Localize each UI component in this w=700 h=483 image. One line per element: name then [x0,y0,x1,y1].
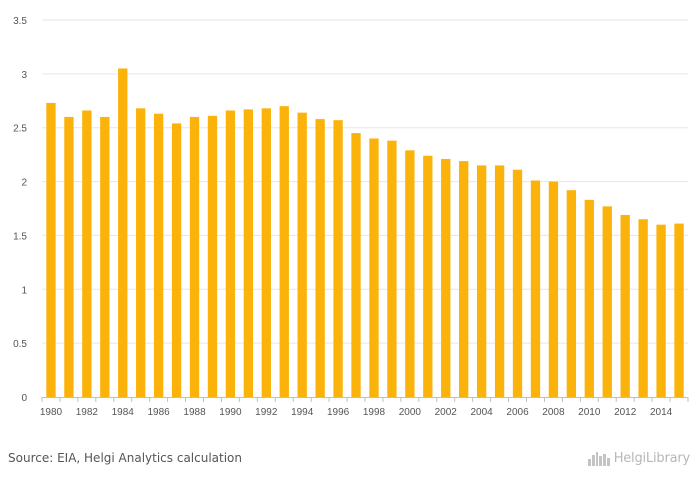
x-axis-labels: 1980 1982 1984 1986 1988 1990 1992 1994 1996 1998… [40,407,673,418]
helgilibrary-logo: HelgiLibrary [587,450,691,466]
y-tick-label: 0.5 [13,339,27,350]
source-note: Source: EIA, Helgi Analytics calculation [8,451,243,465]
x-tick-label: 1982 [76,407,99,418]
y-axis-labels: 0 0.5 1 1.5 2 2.5 3 3.5 [13,16,27,404]
bar-1980 [46,102,56,397]
x-tick-label: 2012 [614,407,637,418]
x-tick-label: 2010 [578,407,601,418]
x-tick-label: 1996 [327,407,350,418]
bar-1984 [118,68,128,397]
x-tick-label: 1980 [40,407,63,418]
bar-1994 [297,112,307,398]
bar-2005 [494,165,505,397]
y-tick-label: 2.5 [13,124,27,135]
bar-1997 [351,133,361,397]
bar-1989 [207,115,218,397]
bar-1992 [261,108,271,397]
bar-1987 [171,123,182,398]
bar-2001 [423,155,433,397]
bar-1982 [82,110,92,397]
x-tick-label: 1984 [112,407,135,418]
x-axis-ticks [41,397,689,402]
bar-1981 [64,116,74,397]
y-tick-label: 1 [21,285,27,296]
bar-2011 [602,206,612,397]
bar-2007 [530,180,541,397]
x-tick-label: 1998 [363,407,386,418]
y-tick-label: 0 [21,393,27,404]
bar-2004 [476,165,487,397]
bar-1983 [100,116,110,397]
y-tick-label: 1.5 [13,231,27,242]
bar-1999 [387,140,397,397]
bar-2003 [459,161,469,397]
bar-1985 [136,108,146,397]
x-tick-label: 1994 [291,407,314,418]
bar-2013 [638,219,648,397]
bar-1993 [279,106,289,398]
logo-text: HelgiLibrary [613,450,691,466]
x-tick-label: 1988 [183,407,206,418]
x-tick-label: 2008 [542,407,565,418]
bar-2010 [584,199,594,397]
bar-2015 [674,223,684,397]
y-tick-label: 3.5 [13,16,27,27]
x-tick-label: 2004 [471,407,494,418]
x-tick-label: 1986 [148,407,171,418]
bar-2012 [620,214,630,397]
bar-2009 [566,190,577,397]
bar-1988 [189,116,200,397]
bar-1991 [243,109,254,397]
bar-1996 [333,120,343,397]
bar-1995 [315,119,325,398]
bar-1986 [153,113,164,397]
gridlines [42,19,688,344]
bar-chart: 0 0.5 1 1.5 2 2.5 3 3.5 1980 1982 1984 1986 1988 199… [13,16,689,418]
bar-2008 [548,181,559,397]
bar-1990 [225,110,236,397]
bars [46,68,684,398]
city-skyline-icon [587,452,610,466]
bar-2014 [656,224,666,397]
bar-2002 [441,158,451,397]
x-tick-label: 2014 [650,407,673,418]
y-tick-label: 2 [21,178,27,189]
bar-2006 [512,169,523,397]
y-tick-label: 3 [21,70,27,81]
bar-2000 [405,150,415,397]
x-tick-label: 1990 [219,407,242,418]
x-tick-label: 1992 [255,407,278,418]
x-tick-label: 2006 [506,407,529,418]
bar-1998 [369,138,379,397]
x-tick-label: 2000 [399,407,422,418]
x-tick-label: 2002 [435,407,458,418]
